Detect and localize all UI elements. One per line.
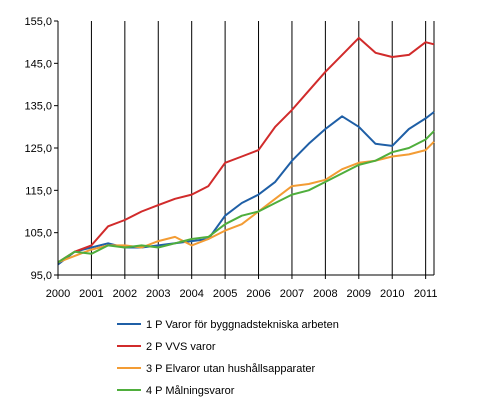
series-line-2: [57, 36, 435, 264]
x-tick-label: 2006: [246, 288, 270, 300]
legend-label: 4 P Målningsvaror: [146, 385, 235, 397]
x-tick-label: 2008: [313, 288, 337, 300]
x-tick-label: 2001: [79, 288, 103, 300]
x-tick-label: 2007: [280, 288, 304, 300]
series-line-1: [57, 111, 435, 266]
x-tick-label: 2002: [113, 288, 137, 300]
x-tick-label: 2010: [380, 288, 404, 300]
legend-item-2: 2 P VVS varor: [117, 341, 216, 353]
x-tick-label: 2009: [347, 288, 371, 300]
series-lines: [57, 36, 435, 266]
series-line-4: [57, 130, 435, 264]
x-tick-label: 2000: [46, 288, 70, 300]
legend-item-4: 4 P Målningsvaror: [117, 385, 235, 397]
grid-lines: [57, 21, 435, 275]
y-tick-label: 95,0: [31, 270, 52, 282]
legend-label: 3 P Elvaror utan hushållsapparater: [146, 363, 316, 375]
x-tick-label: 2003: [146, 288, 170, 300]
x-tick-label: 2005: [213, 288, 237, 300]
y-tick-label: 155,0: [24, 16, 52, 28]
x-tick-label: 2004: [179, 288, 203, 300]
y-axis-ticks: 95,0 105,0 115,0 125,0 135,0 145,0 155,0: [24, 16, 58, 282]
y-tick-label: 115,0: [25, 185, 52, 197]
legend-label: 1 P Varor för byggnadstekniska arbeten: [146, 319, 339, 331]
y-tick-label: 105,0: [24, 228, 52, 240]
x-axis-ticks: 2000 2001 2002 2003 2004 2005 2006 2007 2008 2009…: [46, 275, 438, 300]
legend: 1 P Varor för byggnadstekniska arbeten 2 …: [117, 319, 339, 397]
y-tick-label: 125,0: [24, 143, 52, 155]
legend-item-1: 1 P Varor för byggnadstekniska arbeten: [117, 319, 339, 331]
x-tick-label: 2011: [414, 288, 438, 300]
y-tick-label: 135,0: [24, 101, 52, 113]
legend-item-3: 3 P Elvaror utan hushållsapparater: [117, 363, 316, 375]
legend-label: 2 P VVS varor: [146, 341, 216, 353]
y-tick-label: 145,0: [24, 58, 52, 70]
